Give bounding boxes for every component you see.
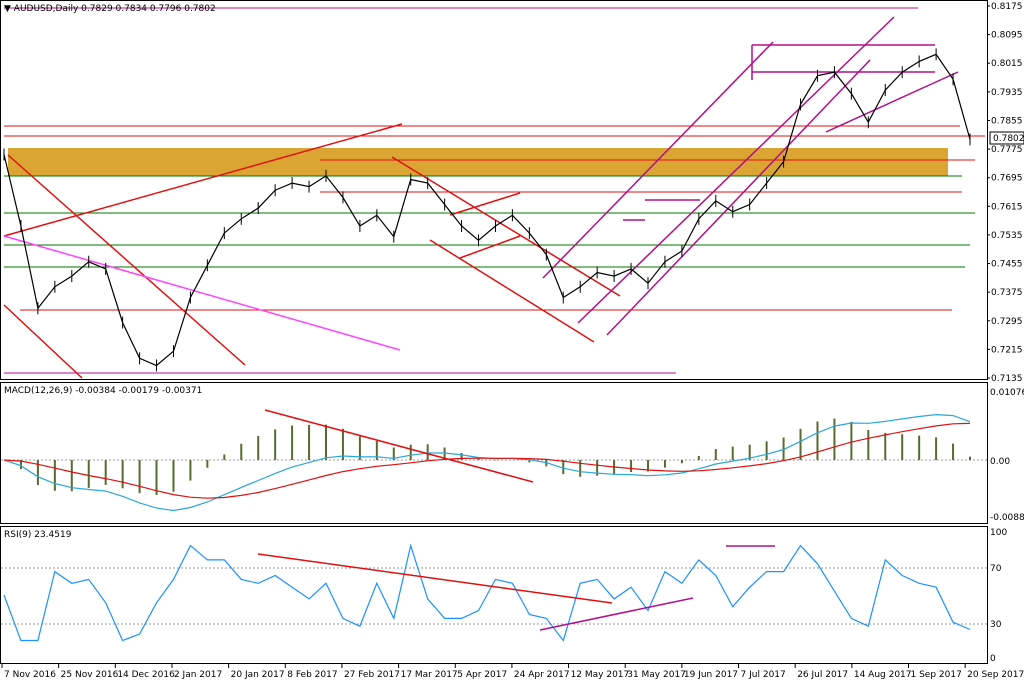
wedge-magenta [825,71,959,133]
price-pane [0,0,988,380]
price-y-tick-label: 0.7615 [991,202,1023,212]
horizontal-levels [4,7,985,374]
rsi-label: RSI(9) 23.4519 [4,530,72,540]
x-tick-label: 25 Nov 2016 [61,670,119,680]
x-tick-label: 1 Sep 2017 [911,670,962,680]
main-chart-label: ▼ AUDUSD,Daily 0.7829 0.7834 0.7796 0.78… [4,4,216,14]
x-tick-label: 5 Apr 2017 [457,670,507,680]
x-tick-label: 26 Jul 2017 [797,670,848,680]
trend-red-up-left [3,123,403,237]
price-candles [3,48,971,372]
x-tick-label: 31 May 2017 [627,670,686,680]
macd-y-bot: -0.0088 [990,513,1024,523]
price-y-tick-label: 0.7215 [991,345,1023,355]
rsi-trend-red [257,553,613,604]
rsi-trend-magenta [539,597,694,631]
rsi-y-0: 0 [990,654,996,664]
x-axis: 7 Nov 2016 25 Nov 2016 14 Dec 2016 2 Jan 20… [1,664,1024,680]
x-tick-label: 19 Jun 2017 [684,670,738,680]
rsi-pane [0,526,988,664]
channel-mid [606,59,871,336]
price-y-tick-label: 0.7535 [991,231,1023,241]
trend-red-flag-2 [459,235,521,259]
price-y-tick-label: 0.7775 [991,145,1023,155]
current-price-label: 0.7802 [993,134,1024,144]
macd-y-mid: 0.00 [990,457,1010,467]
trend-pink-down [3,235,401,351]
macd-pane [0,382,988,524]
x-tick-label: 7 Jul 2017 [741,670,786,680]
trend-red-down-1 [7,154,246,366]
price-y-tick-label: 0.7455 [991,260,1023,270]
trend-red-down-2 [3,304,83,379]
price-y-tick-label: 0.8175 [991,2,1023,12]
price-y-tick-label: 0.7695 [991,174,1023,184]
resistance-zone [8,148,948,176]
price-y-tick-label: 0.8015 [991,59,1023,69]
x-tick-label: 27 Feb 2017 [344,670,400,680]
rsi-y-100: 100 [990,528,1007,538]
x-tick-label: 12 May 2017 [571,670,630,680]
price-y-axis: 0.8175 0.8095 0.8015 0.7935 0.7855 0.7775 0.76… [987,2,1023,384]
x-tick-label: 8 Feb 2017 [287,670,337,680]
price-series-line [3,53,971,367]
trend-red-wedge-bot [429,239,595,343]
rsi-line [3,543,971,642]
price-y-tick-label: 0.8095 [991,31,1023,41]
current-price-box [989,131,1024,145]
macd-y-top: 0.01076 [990,388,1024,398]
rsi-y-30: 30 [990,620,1002,630]
price-y-tick-label: 0.7295 [991,317,1023,327]
x-tick-label: 7 Nov 2016 [4,670,56,680]
macd-signal-line [3,422,971,499]
trend-red-wedge-top [391,156,621,297]
x-tick-label: 20 Sep 2017 [967,670,1024,680]
trend-red-flag-1 [449,192,521,216]
price-y-tick-label: 0.7935 [991,88,1023,98]
x-tick-label: 14 Aug 2017 [854,670,912,680]
x-tick-label: 17 Mar 2017 [401,670,458,680]
channel-upper [542,41,774,279]
macd-label: MACD(12,26,9) -0.00384 -0.00179 -0.00371 [4,386,202,396]
x-tick-label: 2 Jan 2017 [174,670,222,680]
trend-lines [3,16,959,379]
price-y-tick-label: 0.7855 [991,116,1023,126]
price-y-tick-label: 0.7375 [991,288,1023,298]
rsi-y-70: 70 [990,564,1002,574]
x-tick-label: 24 Apr 2017 [514,670,570,680]
price-y-tick-label: 0.7135 [991,374,1023,384]
macd-trend-line [264,409,534,483]
x-tick-label: 14 Dec 2016 [117,670,175,680]
x-tick-label: 20 Jan 2017 [231,670,285,680]
